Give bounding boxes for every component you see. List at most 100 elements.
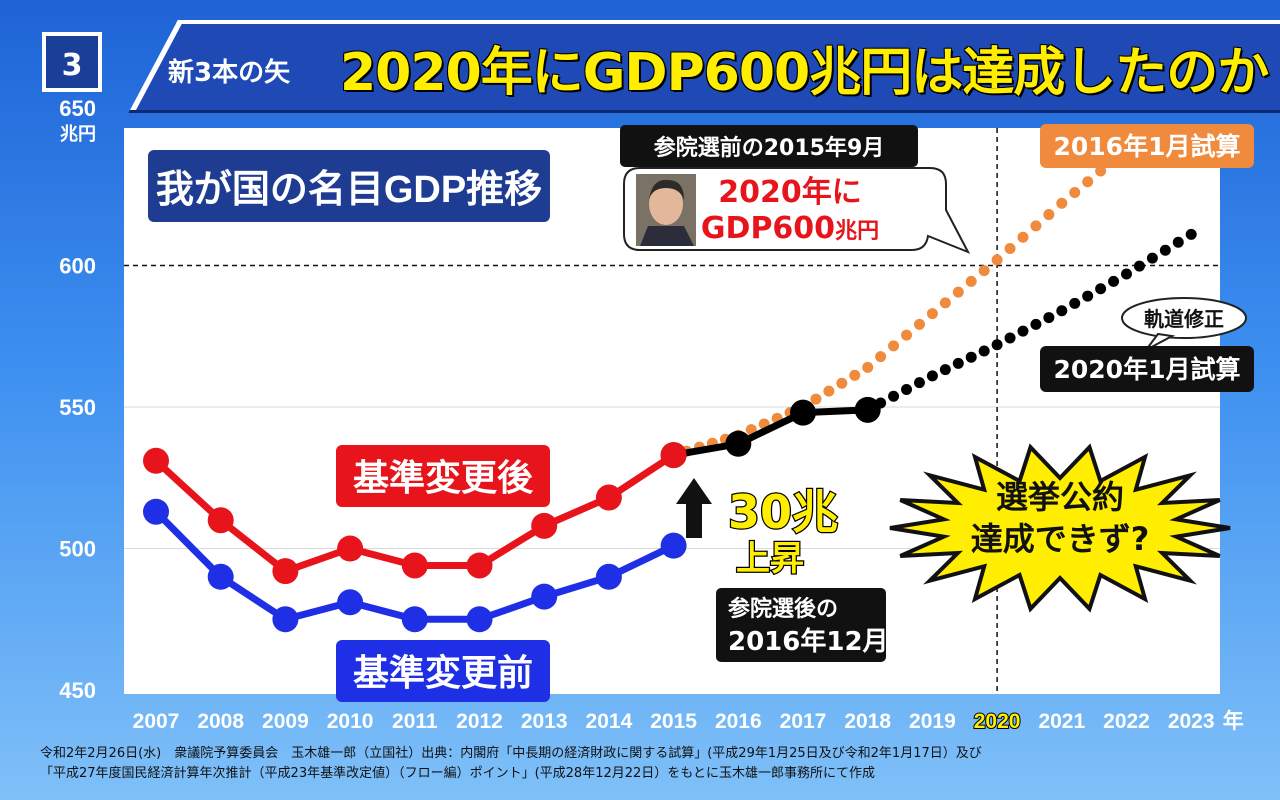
sep2015-line2: GDP600兆円 [701,211,879,246]
dotted-point [913,377,925,389]
x-unit-label: 年 [1223,709,1244,733]
x-tick-label: 2017 [780,710,827,733]
data-point [595,484,622,511]
dotted-point [978,345,990,357]
dotted-point [901,329,913,341]
rise-arrow [676,478,712,538]
estimate-2020-box [1040,346,1254,392]
dotted-point [1082,176,1094,188]
dotted-point [862,361,874,373]
data-point [531,512,558,539]
dotted-point [939,364,951,376]
dotted-point [1108,275,1120,287]
x-tick-label: 2020 [974,710,1021,733]
dotted-point [952,286,964,298]
data-point [401,606,428,633]
dotted-point [1030,318,1042,330]
sep2015-line2b: 兆円 [835,219,879,244]
x-tick-label: 2023 [1168,710,1215,733]
y-tick-label: 450 [59,678,96,703]
sep2015-title: 参院選前の2015年9月 [654,135,885,161]
slide-title: 2020年にGDP600兆円は達成したのか [340,43,1269,103]
y-unit-label: 兆円 [60,124,96,144]
dotted-point [1056,305,1068,317]
x-tick-label: 2013 [521,710,568,733]
label-before-box [336,640,550,702]
data-point [143,447,169,474]
burst-line1: 選挙公約 [996,478,1124,516]
dotted-point [1159,244,1171,256]
sep2015-line2a: GDP600 [701,211,835,246]
data-point [790,399,816,426]
dotted-point [991,254,1003,266]
burst-callout [889,443,1231,613]
sep2015-title-box [620,125,918,167]
dotted-point [952,357,964,369]
dotted-point [965,351,977,363]
dotted-point [939,297,951,309]
revision-bubble [1121,297,1247,339]
x-tick-label: 2011 [392,710,438,733]
series-line [672,406,868,459]
rise-line2: 上昇 [736,539,804,579]
data-point [660,442,687,469]
x-tick-label: 2009 [262,710,309,733]
dotted-point [991,339,1003,351]
slide-subtitle: 新3本の矢 [168,58,291,88]
source-note-line2: 「平成27年度国民経済計算年次推計（平成23年基準改定値）（フロー編）ポイント」… [40,766,876,781]
speech-bubble [623,167,971,254]
y-tick-label: 500 [59,537,96,562]
y-tick-label: 550 [59,395,96,420]
dotted-point [1133,260,1145,272]
x-tick-label: 2010 [327,710,374,733]
speaker-photo [636,174,696,246]
burst-line2: 達成できず? [971,520,1150,558]
data-point [272,606,299,633]
x-tick-label: 2012 [456,710,503,733]
data-point [272,558,299,585]
dotted-point [926,370,938,382]
chart-title-box [148,150,550,222]
data-point [337,535,364,562]
dotted-point [913,318,925,330]
dotted-point [1172,236,1184,248]
dotted-point [926,308,938,320]
dotted-point [875,351,887,363]
data-point [660,532,687,559]
dotted-point [1069,297,1081,309]
y-tick-label: 600 [59,254,96,279]
data-point [207,563,234,590]
dotted-point [1017,325,1029,337]
dotted-point [1185,228,1197,240]
dotted-point [888,340,900,352]
data-point [207,507,234,534]
y-tick-label: 650 [59,96,96,121]
dotted-point [1095,165,1107,177]
dotted-point [1043,209,1055,221]
x-tick-label: 2007 [133,710,180,733]
data-point [595,563,622,590]
dotted-point [1146,252,1158,264]
x-tick-label: 2018 [844,710,891,733]
data-point [337,589,364,616]
dotted-point [1095,283,1107,295]
dotted-point [1082,290,1094,302]
dotted-point [1043,312,1055,324]
x-tick-label: 2016 [715,710,762,733]
data-point [854,396,881,423]
x-tick-label: 2015 [650,710,697,733]
after-election-box [716,588,886,662]
label-after-box [336,445,550,507]
rise-line1: 30兆 [728,485,838,539]
dotted-point [901,383,913,395]
dotted-point [836,377,848,389]
sep2015-line1: 2020年に [718,175,862,210]
x-tick-label: 2019 [909,710,956,733]
after-election-line1: 参院選後の [728,596,838,622]
dotted-point [888,390,900,402]
source-note-line1: 令和2年2月26日(水) 衆議院予算委員会 玉木雄一郎（立国社）出典：内閣府「中… [40,746,982,761]
header-bar: 3 新3本の矢 2020年にGDP600兆円は達成したのか [0,0,1280,118]
x-tick-label: 2022 [1103,710,1150,733]
x-tick-label: 2021 [1038,710,1085,733]
